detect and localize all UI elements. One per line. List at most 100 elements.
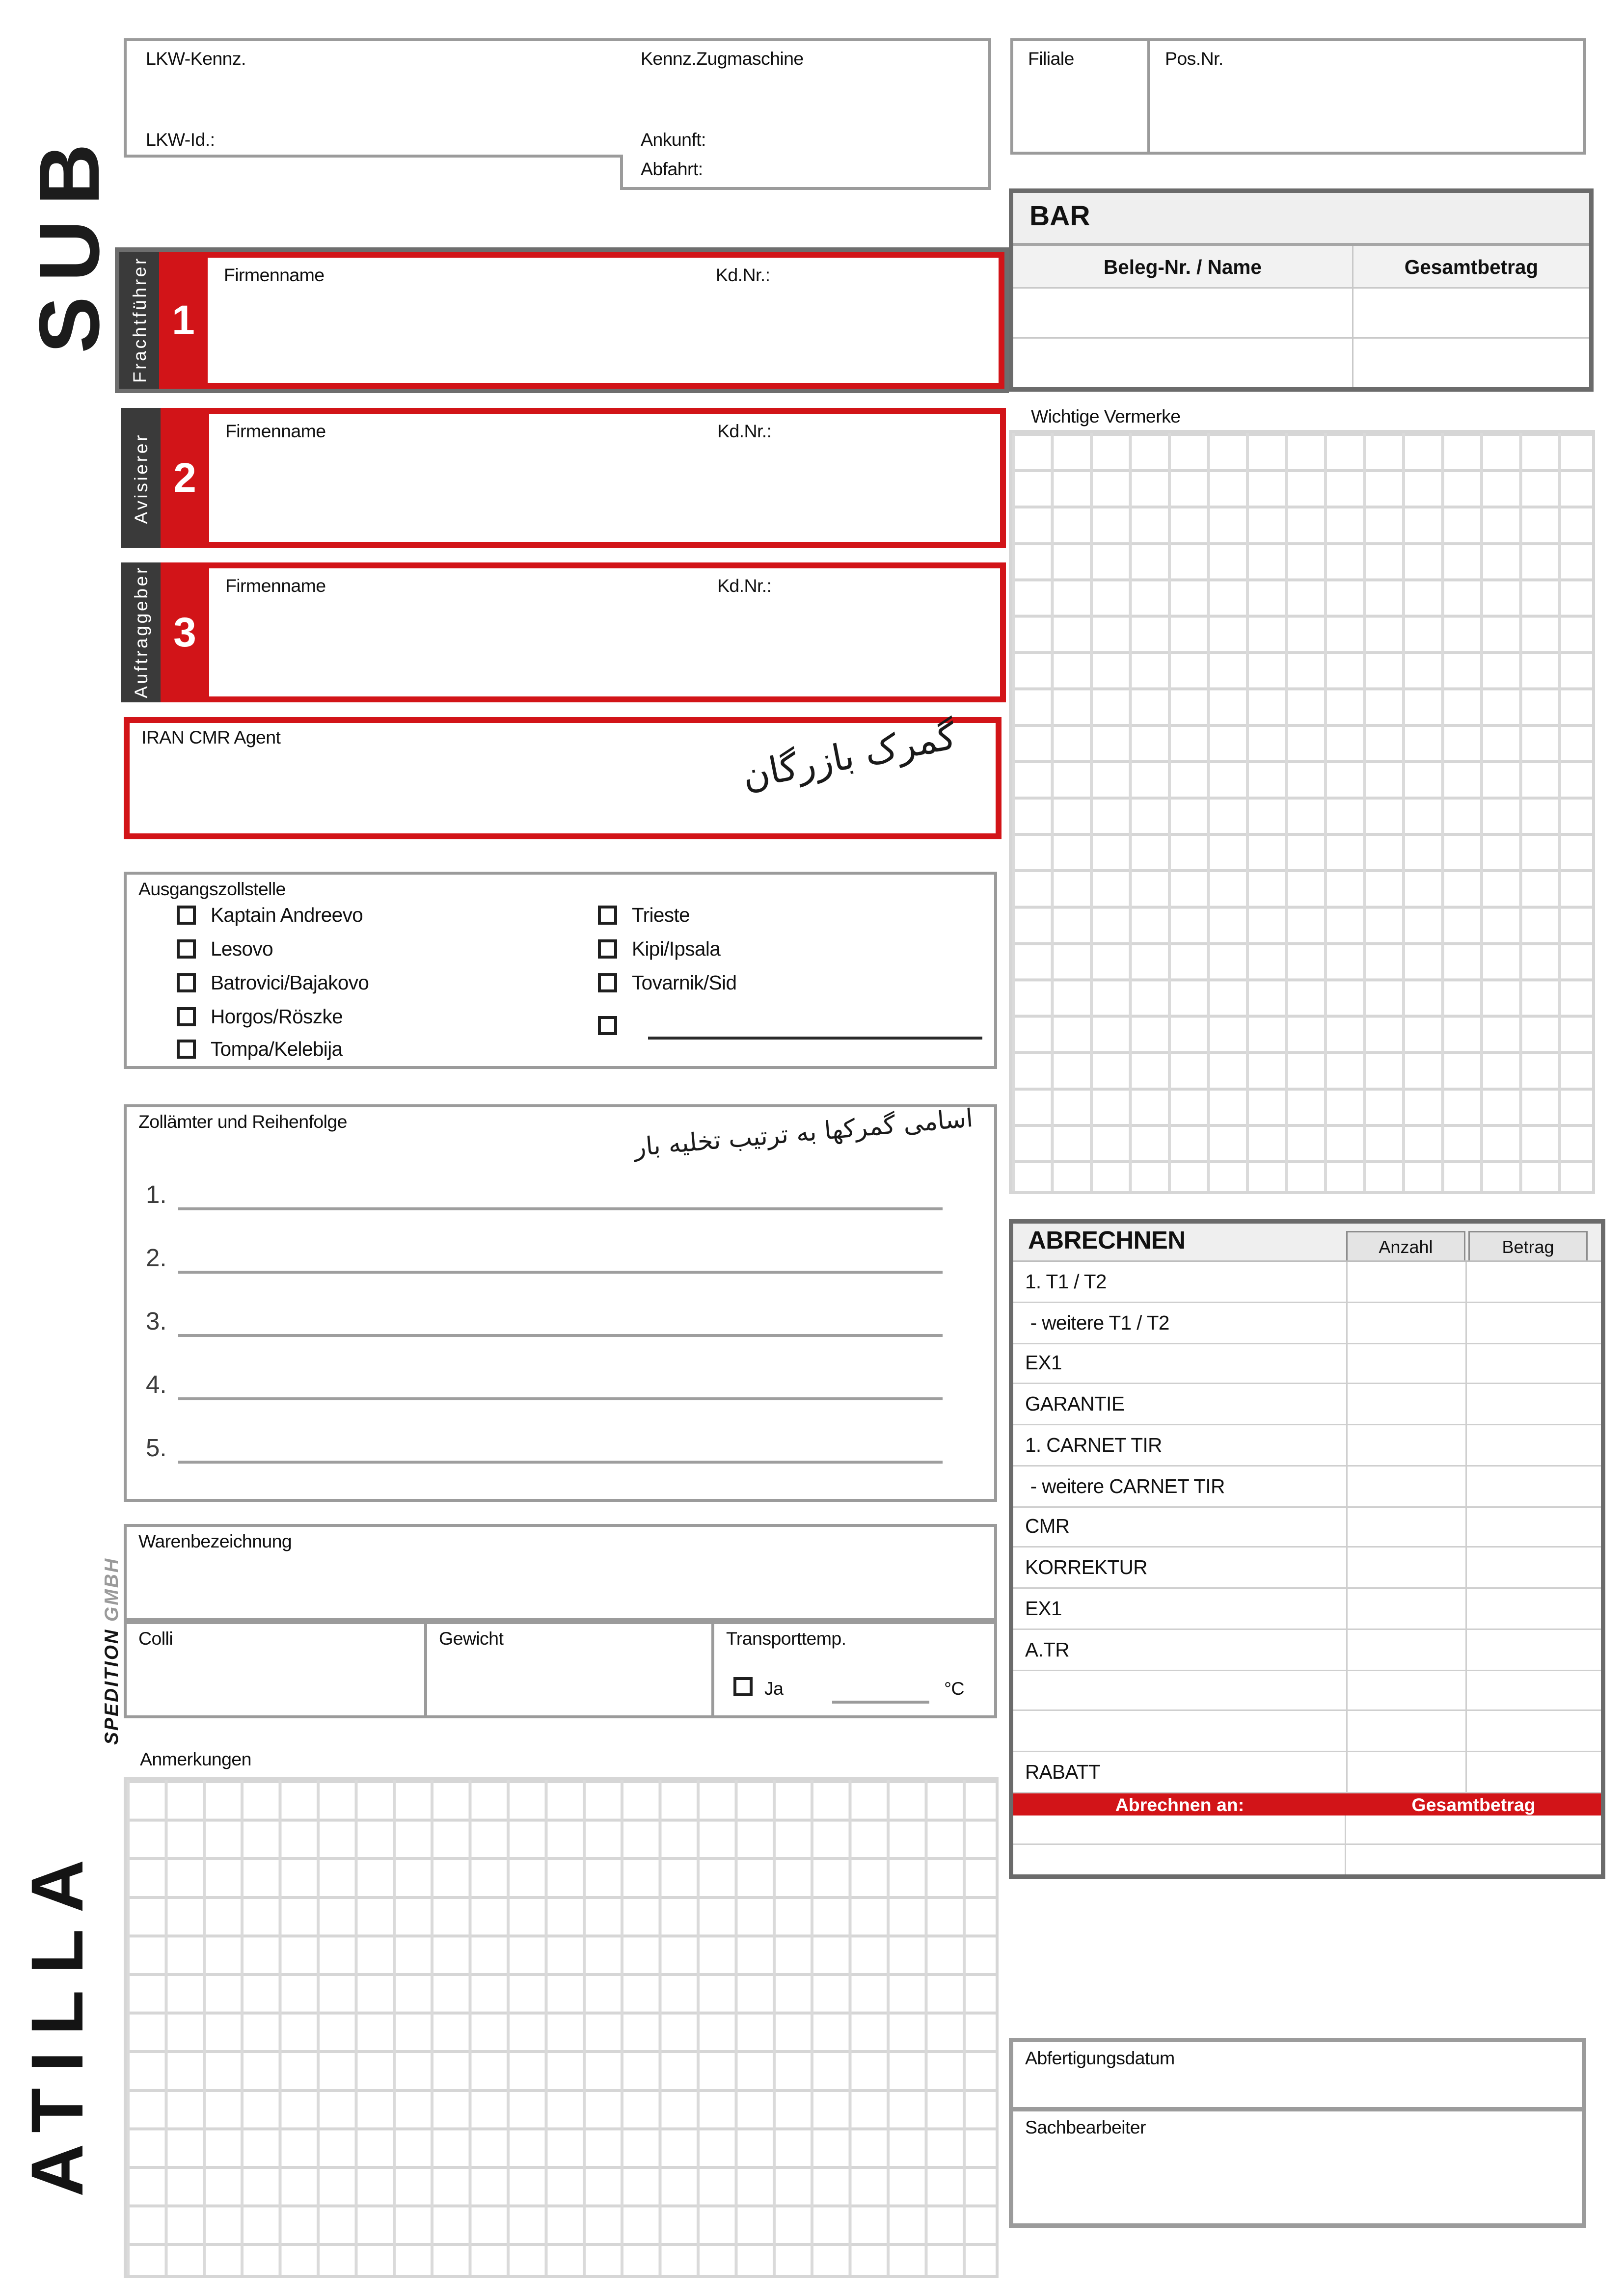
colli-box[interactable]: Colli <box>124 1621 427 1718</box>
betrag-cell[interactable] <box>1465 1670 1601 1710</box>
pos-nr-label: Pos.Nr. <box>1165 49 1223 69</box>
zollaemter-box: Zollämter und Reihenfolge اسامی گمرکها ب… <box>124 1104 997 1502</box>
anmerkungen-grid[interactable] <box>124 1777 999 2278</box>
zoll-line-number: 2. <box>146 1244 167 1272</box>
anzahl-cell[interactable] <box>1346 1589 1465 1629</box>
row-label: EX1 <box>1025 1598 1062 1620</box>
filiale-label: Filiale <box>1028 49 1074 69</box>
abfahrt-label: Abfahrt: <box>641 159 703 180</box>
abrechnen-row-t1t2: 1. T1 / T2 <box>1013 1262 1601 1303</box>
checkbox-tovarnik-sid[interactable] <box>598 973 617 992</box>
row-label: 1. T1 / T2 <box>1025 1270 1107 1293</box>
betrag-cell[interactable] <box>1465 1589 1601 1629</box>
transporttemp-label: Transporttemp. <box>726 1629 846 1649</box>
avisierer-red-area: 2 Firmenname Kd.Nr.: <box>161 408 1006 548</box>
sachbearbeiter-field[interactable]: Sachbearbeiter <box>1013 2111 1582 2223</box>
avisierer-content[interactable]: Firmenname Kd.Nr.: <box>209 414 1000 542</box>
other-customs-line[interactable] <box>648 1016 982 1040</box>
abrechnen-header-cells: Anzahl Betrag <box>1346 1231 1588 1260</box>
frachtfuehrer-band: Frachtführer <box>119 252 159 389</box>
abrechnen-row-korrektur: KORREKTUR <box>1013 1548 1601 1589</box>
betrag-cell[interactable] <box>1465 1548 1601 1588</box>
gewicht-box[interactable]: Gewicht <box>424 1621 714 1718</box>
auftraggeber-content[interactable]: Firmenname Kd.Nr.: <box>209 568 1000 696</box>
checkbox-other-customs[interactable] <box>598 1016 617 1035</box>
iran-cmr-agent-label: IRAN CMR Agent <box>141 727 281 748</box>
gesamtbetrag-cell[interactable] <box>1346 1815 1601 1843</box>
abrechnen-row-ex1: EX1 <box>1013 1343 1601 1385</box>
anzahl-cell[interactable] <box>1346 1262 1465 1302</box>
checkbox-temp-ja[interactable] <box>733 1677 753 1696</box>
abrechnen-an-cell[interactable] <box>1013 1845 1346 1874</box>
abrechnen-row-empty <box>1013 1711 1601 1753</box>
abrechnen-row-weitere-t1t2: - weitere T1 / T2 <box>1013 1303 1601 1344</box>
anzahl-cell[interactable] <box>1346 1303 1465 1342</box>
temp-value-line[interactable] <box>832 1701 929 1704</box>
kdnr-label: Kd.Nr.: <box>717 576 772 596</box>
betrag-cell[interactable] <box>1465 1262 1601 1302</box>
zoll-line-5[interactable] <box>178 1428 943 1464</box>
abrechnen-row-carnet-tir: 1. CARNET TIR <box>1013 1425 1601 1467</box>
zollaemter-label: Zollämter und Reihenfolge <box>138 1112 347 1132</box>
betrag-cell[interactable] <box>1465 1303 1601 1342</box>
anzahl-cell[interactable] <box>1346 1466 1465 1506</box>
abrechnen-row-weitere-carnet-tir: - weitere CARNET TIR <box>1013 1466 1601 1507</box>
wichtige-vermerke-grid[interactable] <box>1009 430 1595 1194</box>
anzahl-cell[interactable] <box>1346 1548 1465 1588</box>
filiale-posnr-box[interactable]: Filiale Pos.Nr. <box>1010 38 1586 155</box>
betrag-cell[interactable] <box>1465 1711 1601 1751</box>
betrag-cell[interactable] <box>1465 1752 1601 1792</box>
anzahl-cell[interactable] <box>1346 1629 1465 1669</box>
checkbox-tompa-kelebija[interactable] <box>177 1040 196 1059</box>
abrechnen-row-ex1-2: EX1 <box>1013 1589 1601 1630</box>
bar-beleg-cell[interactable] <box>1013 289 1353 337</box>
truck-info-box[interactable]: LKW-Kennz. Kennz.Zugmaschine LKW-Id.: An… <box>124 38 991 158</box>
betrag-cell[interactable] <box>1465 1507 1601 1547</box>
abfertigungsdatum-field[interactable]: Abfertigungsdatum <box>1013 2042 1582 2111</box>
abfahrt-field[interactable]: Abfahrt: <box>620 155 991 190</box>
bar-betrag-cell[interactable] <box>1353 289 1589 337</box>
gesamtbetrag-cell[interactable] <box>1346 1845 1601 1874</box>
checkbox-label: Lesovo <box>211 938 273 960</box>
betrag-cell[interactable] <box>1465 1425 1601 1465</box>
iran-cmr-agent-box[interactable]: IRAN CMR Agent گمرک بازرگان <box>124 715 1001 839</box>
bar-beleg-cell[interactable] <box>1013 339 1353 387</box>
avisierer-band: Avisierer <box>121 408 161 548</box>
checkbox-batrovici-bajakovo[interactable] <box>177 973 196 992</box>
anzahl-cell[interactable] <box>1346 1507 1465 1547</box>
bar-data-row <box>1013 339 1589 387</box>
zoll-line-1[interactable] <box>178 1175 943 1210</box>
section-auftraggeber: Auftraggeber 3 Firmenname Kd.Nr.: <box>121 562 1006 702</box>
auftraggeber-band-label: Auftraggeber <box>130 566 151 699</box>
betrag-cell[interactable] <box>1465 1466 1601 1506</box>
betrag-cell[interactable] <box>1465 1343 1601 1383</box>
zoll-line-2[interactable] <box>178 1238 943 1274</box>
anzahl-cell[interactable] <box>1346 1670 1465 1710</box>
zoll-line-3[interactable] <box>178 1302 943 1337</box>
zoll-line-4[interactable] <box>178 1365 943 1400</box>
frachtfuehrer-content[interactable]: Firmenname Kd.Nr.: <box>208 258 999 383</box>
checkbox-kaptain-andreevo[interactable] <box>177 906 196 925</box>
firmenname-label: Firmenname <box>225 576 326 596</box>
checkbox-kipi-ipsala[interactable] <box>598 939 617 959</box>
anzahl-cell[interactable] <box>1346 1425 1465 1465</box>
betrag-header: Betrag <box>1468 1231 1588 1260</box>
warenbezeichnung-box[interactable]: Warenbezeichnung <box>124 1524 997 1621</box>
abrechnen-an-cell[interactable] <box>1013 1815 1346 1843</box>
anzahl-cell[interactable] <box>1346 1384 1465 1424</box>
betrag-cell[interactable] <box>1465 1629 1601 1669</box>
betrag-cell[interactable] <box>1465 1384 1601 1424</box>
checkbox-lesovo[interactable] <box>177 939 196 959</box>
atilla-logo: ATILLA <box>16 1843 99 2197</box>
anzahl-cell[interactable] <box>1346 1343 1465 1383</box>
checkbox-trieste[interactable] <box>598 906 617 925</box>
bar-betrag-cell[interactable] <box>1353 339 1589 387</box>
checkbox-horgos-roeszke[interactable] <box>177 1007 196 1026</box>
abrechnen-table: ABRECHNEN Anzahl Betrag 1. T1 / T2 - wei… <box>1009 1219 1605 1879</box>
abrechnen-row-cmr: CMR <box>1013 1507 1601 1548</box>
anzahl-cell[interactable] <box>1346 1711 1465 1751</box>
row-label: A.TR <box>1025 1638 1069 1661</box>
abrechnen-row-garantie: GARANTIE <box>1013 1384 1601 1426</box>
anzahl-cell[interactable] <box>1346 1752 1465 1792</box>
